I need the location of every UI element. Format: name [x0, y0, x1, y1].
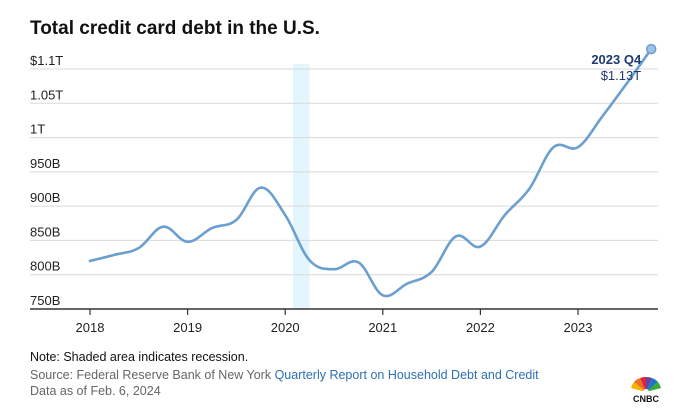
source-prefix: Source: Federal Reserve Bank of New York [30, 368, 275, 382]
grid-layer [30, 68, 658, 310]
logo-text: CNBC [633, 394, 659, 404]
annotation-label: 2023 Q4 [591, 52, 642, 67]
series-line [88, 47, 653, 298]
y-tick-label: 750B [30, 293, 60, 308]
x-tick-label: 2023 [564, 320, 593, 335]
y-tick-label: 800B [30, 259, 60, 274]
y-tick-label: 1.05T [30, 87, 63, 102]
y-tick-label: 900B [30, 190, 60, 205]
footer-note: Note: Shaded area indicates recession. [30, 350, 249, 364]
cnbc-peacock-logo-icon [631, 376, 661, 395]
y-tick-label: 850B [30, 224, 60, 239]
y-tick-label: 1T [30, 122, 45, 137]
x-tick-label: 2021 [368, 320, 397, 335]
y-tick-label: $1.1T [30, 53, 63, 68]
footer-source: Source: Federal Reserve Bank of New York… [30, 368, 539, 382]
footer-as-of: Data as of Feb. 6, 2024 [30, 384, 161, 398]
y-tick-label: 950B [30, 156, 60, 171]
source-link[interactable]: Quarterly Report on Household Debt and C… [274, 368, 539, 382]
series-layer [88, 47, 653, 298]
end-point-marker [645, 43, 657, 55]
x-tick-label: 2022 [466, 320, 495, 335]
x-tick-label: 2020 [271, 320, 300, 335]
x-tick-label: 2018 [76, 320, 105, 335]
x-ticks: 2018 2019 2020 2021 2022 2023 [76, 309, 593, 335]
recession-shade [293, 64, 310, 309]
recession-shade-layer [293, 64, 310, 309]
chart-title: Total credit card debt in the U.S. [30, 18, 320, 39]
x-tick-label: 2019 [173, 320, 202, 335]
annotation-value: $1.13T [601, 68, 642, 83]
y-tick-labels: 750B 800B 850B 900B 950B 1T 1.05T $1.1T [30, 53, 63, 308]
annotation-layer: 2023 Q4$1.13T [591, 43, 657, 83]
